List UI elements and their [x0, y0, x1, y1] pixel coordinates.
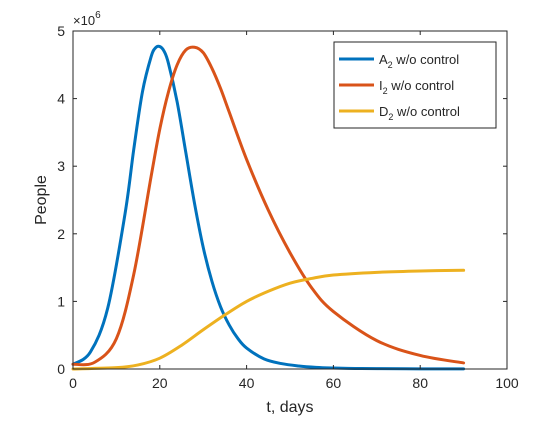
- legend-label-I: I2 w/o control: [379, 78, 454, 96]
- axes-box: [72, 30, 508, 370]
- y-tick-label-2: 2: [57, 226, 65, 242]
- series-line-A: [71, 44, 466, 371]
- tick-layer: 0 20 40 60 80 100 0 1 2 3 4 5: [57, 23, 519, 391]
- x-tick-label-0: 0: [69, 375, 77, 391]
- legend-label-D: D2 w/o control: [379, 104, 460, 122]
- x-tick-label-1: 20: [152, 375, 168, 391]
- y-exponent-label: ×106: [73, 10, 101, 28]
- y-exponent-base-text: ×10: [73, 13, 95, 28]
- y-tick-label-4: 4: [57, 91, 65, 107]
- x-tick-label-4: 80: [412, 375, 428, 391]
- y-tick-label-3: 3: [57, 158, 65, 174]
- y-tick-label-0: 0: [57, 361, 65, 377]
- x-tick-label-5: 100: [495, 375, 519, 391]
- legend-label-A: A2 w/o control: [379, 52, 459, 70]
- series-line-D: [71, 268, 466, 371]
- y-axis-label: People: [33, 175, 50, 225]
- y-tick-label-5: 5: [57, 23, 65, 39]
- x-tick-label-2: 40: [239, 375, 255, 391]
- y-exponent-base: ×106: [73, 10, 101, 28]
- legend: A2 w/o control I2 w/o control D2 w/o contr…: [333, 41, 497, 129]
- series-line-I: [71, 45, 466, 367]
- y-tick-label-1: 1: [57, 293, 65, 309]
- x-axis-label: t, days: [266, 399, 313, 416]
- x-tick-label-3: 60: [326, 375, 342, 391]
- y-exponent-power: 6: [95, 10, 101, 21]
- series-layer: [71, 44, 466, 371]
